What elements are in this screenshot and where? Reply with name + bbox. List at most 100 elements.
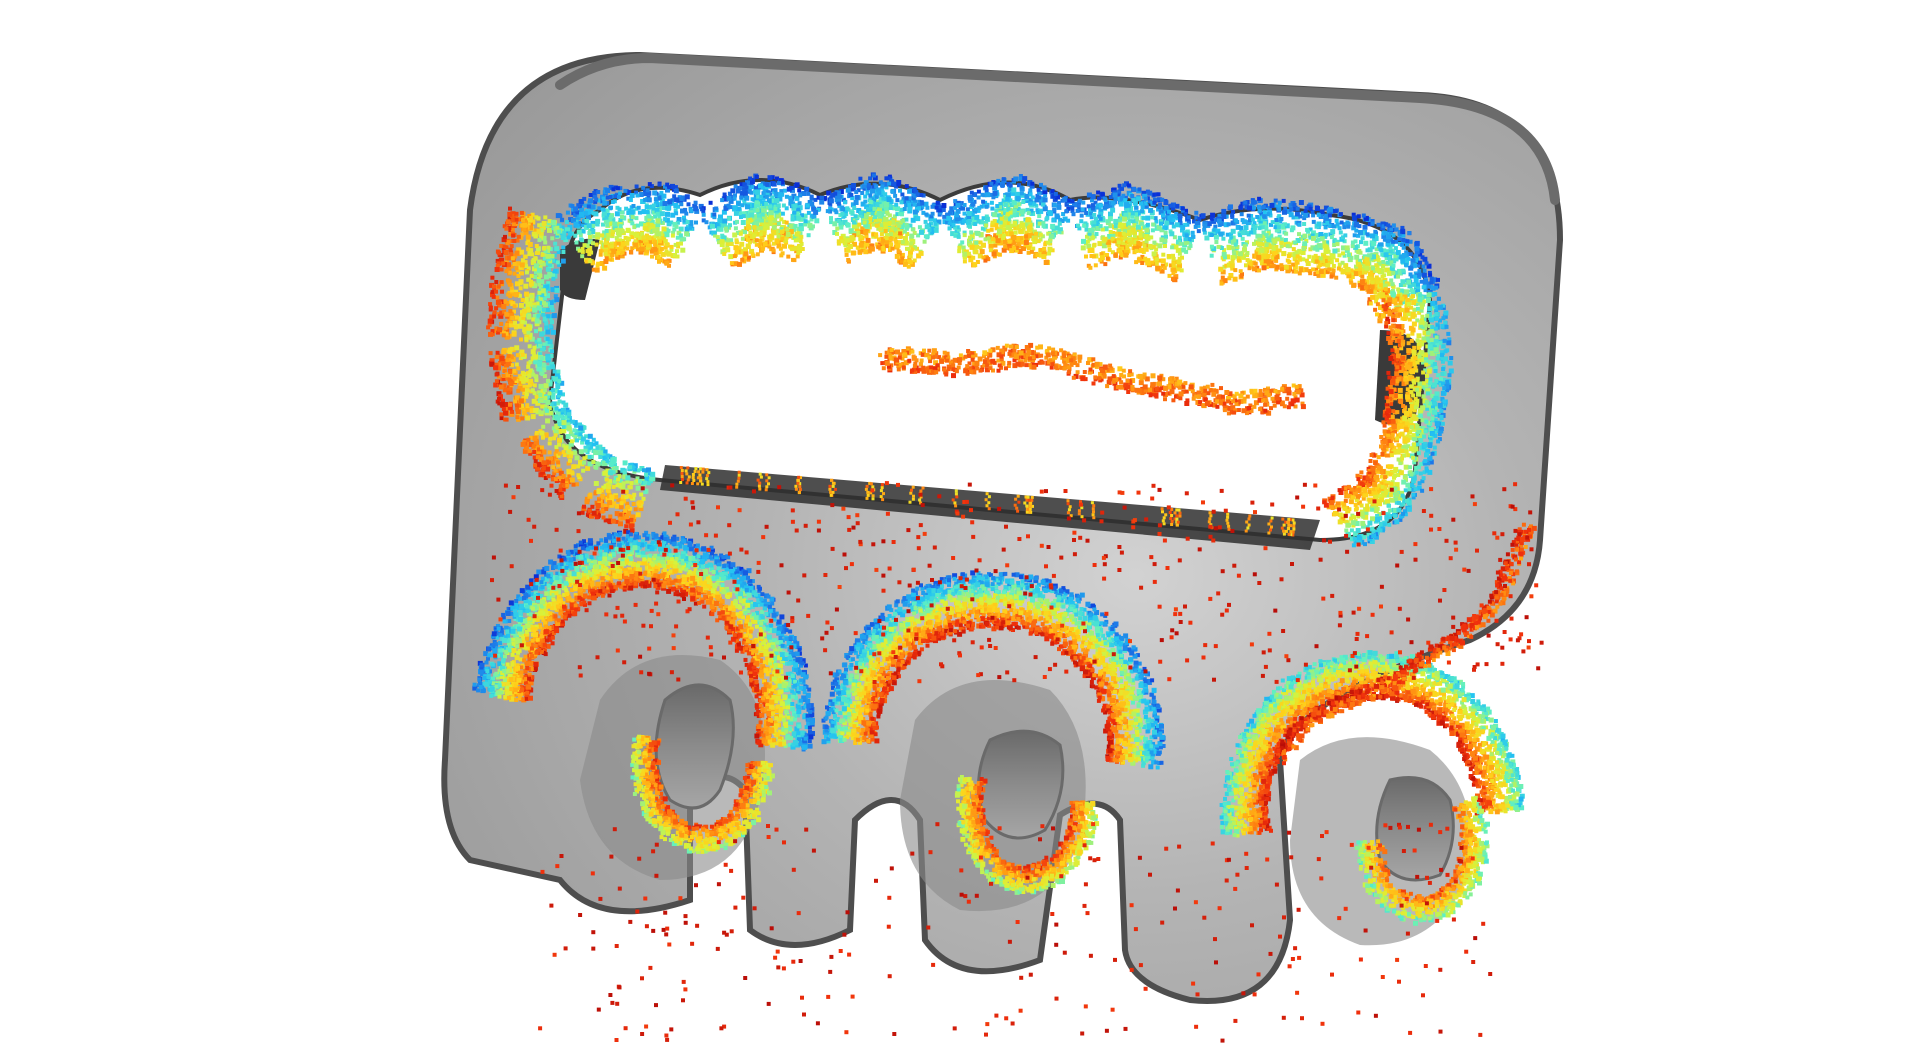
point xyxy=(990,220,995,225)
point xyxy=(854,194,860,200)
point xyxy=(1055,194,1060,200)
point xyxy=(1214,240,1219,244)
point xyxy=(1330,229,1336,235)
point xyxy=(1356,233,1361,238)
point xyxy=(1335,242,1340,247)
point xyxy=(880,212,884,217)
point xyxy=(1434,391,1440,397)
point xyxy=(605,236,610,241)
point xyxy=(1262,214,1267,219)
point xyxy=(1005,225,1011,231)
point xyxy=(590,261,595,266)
point xyxy=(779,230,784,235)
point xyxy=(1333,209,1338,214)
point xyxy=(1295,254,1300,259)
point xyxy=(883,229,888,233)
point xyxy=(1096,190,1101,195)
point xyxy=(1368,271,1373,277)
gray-3d-part[interactable] xyxy=(441,51,1564,1004)
point xyxy=(1301,247,1306,251)
point xyxy=(1252,266,1257,272)
point xyxy=(1093,263,1098,268)
point xyxy=(980,226,985,231)
point xyxy=(1400,490,1404,495)
point xyxy=(1419,356,1424,362)
point xyxy=(762,192,767,197)
point xyxy=(740,257,745,262)
point xyxy=(1188,243,1193,248)
point xyxy=(633,240,638,245)
point xyxy=(740,203,745,208)
point xyxy=(897,240,902,245)
point xyxy=(619,253,625,259)
point xyxy=(793,224,798,228)
point xyxy=(573,212,578,217)
point xyxy=(1353,218,1358,223)
point xyxy=(794,249,799,254)
point xyxy=(1008,207,1013,212)
point xyxy=(752,225,757,230)
point xyxy=(733,184,738,189)
point xyxy=(947,226,952,231)
point xyxy=(887,203,892,208)
point xyxy=(1233,268,1238,273)
point xyxy=(576,221,582,226)
point xyxy=(1243,200,1248,205)
point xyxy=(1096,203,1101,208)
point xyxy=(1384,249,1390,255)
point xyxy=(1259,247,1265,253)
point xyxy=(871,185,876,190)
point xyxy=(1037,190,1041,195)
point xyxy=(1408,239,1413,244)
point xyxy=(707,225,712,230)
point xyxy=(775,176,779,181)
point xyxy=(1366,532,1372,538)
point xyxy=(1397,387,1403,393)
point xyxy=(751,178,756,182)
point xyxy=(1390,435,1395,440)
point xyxy=(684,211,689,216)
point xyxy=(953,199,958,204)
point xyxy=(1089,232,1095,238)
point xyxy=(916,202,922,208)
point xyxy=(905,232,910,236)
point xyxy=(1045,259,1049,264)
point xyxy=(1369,283,1375,289)
point xyxy=(1342,253,1347,258)
point xyxy=(920,201,925,206)
point xyxy=(1273,225,1278,230)
point xyxy=(1399,346,1404,351)
point xyxy=(1383,296,1389,302)
point xyxy=(1367,247,1373,253)
point xyxy=(1257,196,1262,201)
point xyxy=(1176,267,1181,272)
point xyxy=(602,230,607,235)
point xyxy=(580,223,585,228)
point xyxy=(1282,222,1287,227)
point xyxy=(1221,214,1227,219)
point xyxy=(856,245,861,250)
point xyxy=(994,222,999,227)
point xyxy=(615,254,621,260)
point xyxy=(1159,227,1165,233)
point xyxy=(1000,227,1006,233)
point xyxy=(1397,270,1403,276)
point xyxy=(806,220,811,225)
point xyxy=(693,200,698,205)
point xyxy=(657,249,663,255)
point xyxy=(1349,516,1354,521)
point xyxy=(962,251,968,257)
point xyxy=(874,194,879,199)
point xyxy=(1244,263,1248,268)
point xyxy=(721,209,727,215)
point xyxy=(670,183,675,189)
point xyxy=(1141,190,1147,196)
point xyxy=(666,221,672,227)
point xyxy=(1108,223,1114,229)
point xyxy=(640,199,646,204)
point xyxy=(744,234,749,239)
point xyxy=(606,233,611,238)
point xyxy=(1079,213,1084,218)
